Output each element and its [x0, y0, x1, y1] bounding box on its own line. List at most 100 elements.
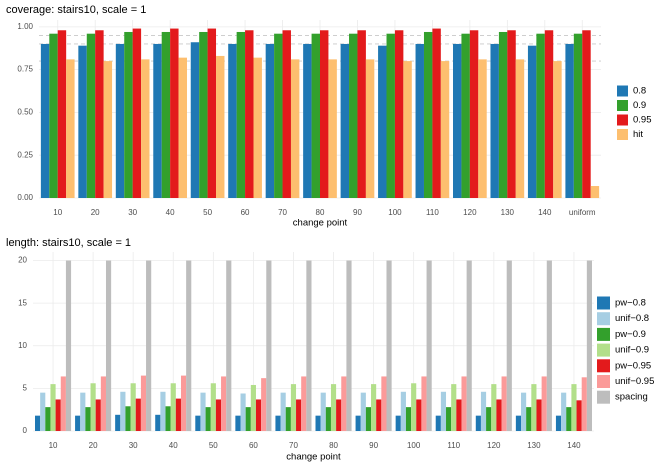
y-tick-label: 0.50: [17, 108, 33, 117]
bar: [490, 43, 499, 198]
bar: [100, 376, 106, 431]
x-tick-label: uniform: [569, 208, 596, 217]
bar: [355, 415, 361, 431]
bar: [236, 31, 246, 198]
bar: [216, 55, 225, 198]
bar: [57, 30, 67, 199]
y-tick-label: 15: [18, 298, 27, 307]
bar: [132, 28, 142, 198]
bar: [365, 59, 375, 198]
bar: [40, 392, 46, 431]
bar: [325, 407, 331, 431]
bar: [491, 384, 497, 431]
legend-key: [597, 327, 610, 341]
bar: [340, 43, 350, 198]
bar: [360, 392, 366, 431]
bar: [265, 43, 275, 198]
bar: [301, 376, 307, 431]
bar: [266, 260, 272, 431]
legend-label: unif−0.8: [615, 313, 649, 324]
x-tick-label: 40: [166, 208, 175, 217]
bar: [170, 28, 179, 198]
x-axis-title: change point: [293, 218, 348, 229]
bar: [146, 260, 152, 431]
x-tick-label: 110: [426, 208, 439, 217]
x-tick-label: 20: [89, 441, 98, 450]
bar: [306, 260, 312, 431]
bar: [240, 393, 246, 431]
bar: [120, 391, 126, 431]
bar: [85, 407, 91, 431]
bar: [245, 30, 254, 199]
x-tick-label: 100: [407, 441, 421, 450]
x-tick-label: 80: [329, 441, 338, 450]
bar: [376, 399, 382, 431]
bar: [65, 260, 72, 431]
bar: [386, 260, 392, 431]
legend-label: 0.9: [633, 100, 646, 111]
legend-label: 0.95: [633, 115, 652, 126]
x-tick-label: 80: [316, 208, 325, 217]
bar: [411, 383, 417, 431]
legend-key: [617, 85, 628, 97]
y-tick-label: 0.75: [17, 65, 33, 74]
bar: [45, 407, 51, 431]
x-tick-label: 60: [249, 441, 258, 450]
bar: [553, 61, 562, 199]
chart-title: length: stairs10, scale = 1: [6, 237, 131, 249]
bar: [461, 376, 467, 431]
x-tick-label: 140: [538, 208, 552, 217]
x-tick-label: 90: [369, 441, 378, 450]
bar: [124, 31, 133, 198]
bar: [180, 375, 187, 431]
bar: [582, 30, 591, 199]
bar: [527, 45, 537, 198]
bar: [161, 31, 171, 198]
bar: [210, 383, 216, 431]
bar: [141, 59, 150, 198]
bar: [311, 33, 320, 198]
bar: [451, 384, 457, 431]
bar: [365, 407, 372, 431]
legend-label: hit: [633, 129, 643, 140]
bar: [195, 415, 201, 431]
bar: [506, 260, 512, 431]
bar: [486, 407, 492, 431]
bar: [90, 383, 96, 431]
bar: [290, 384, 297, 431]
bar: [40, 43, 50, 198]
bar: [561, 392, 567, 431]
bar: [207, 28, 217, 198]
legend-key: [597, 343, 610, 357]
legend-label: 0.8: [633, 86, 646, 97]
bar: [381, 376, 387, 431]
bar: [346, 260, 352, 431]
bar: [507, 30, 516, 199]
legend-key: [597, 359, 610, 373]
x-axis-title: change point: [286, 452, 341, 463]
bar: [226, 260, 232, 431]
x-tick-label: 120: [463, 208, 477, 217]
x-tick-label: 130: [527, 441, 541, 450]
x-tick-label: 50: [209, 441, 218, 450]
bar: [175, 398, 181, 431]
bar: [469, 30, 479, 199]
bar: [386, 33, 395, 198]
bar: [75, 415, 81, 431]
bar: [541, 376, 547, 431]
bar: [178, 57, 187, 199]
x-tick-label: 10: [53, 208, 62, 217]
bar: [140, 375, 147, 431]
bar: [315, 415, 321, 431]
x-tick-label: 100: [388, 208, 402, 217]
legend-key: [597, 312, 610, 326]
bar: [371, 384, 377, 431]
bar: [290, 59, 300, 198]
bar: [275, 415, 281, 431]
legend-label: spacing: [615, 392, 648, 403]
bar: [199, 31, 208, 198]
bar: [394, 30, 404, 199]
bar: [435, 415, 441, 431]
x-tick-label: 120: [487, 441, 501, 450]
bar: [282, 30, 291, 199]
